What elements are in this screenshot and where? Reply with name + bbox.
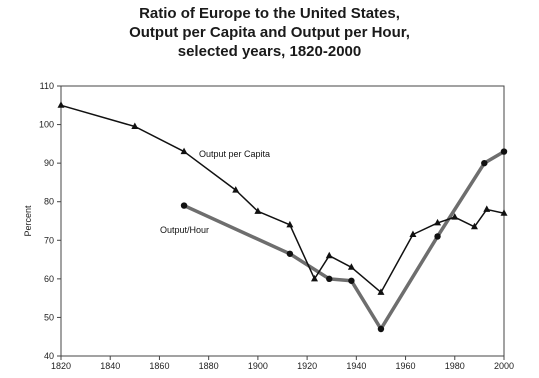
data-point-output-hour (180, 202, 188, 209)
x-tick-label: 1820 (51, 361, 71, 371)
x-tick-label: 1920 (297, 361, 317, 371)
chart-title-line-3: selected years, 1820-2000 (177, 43, 362, 60)
data-point-output-hour (326, 275, 333, 283)
chart-title-line-2: Output per Capita and Output per Hour, (129, 24, 410, 41)
data-point-output-per-capita (131, 122, 139, 129)
y-axis-label: Percent (23, 205, 33, 237)
y-tick-label: 60 (44, 274, 54, 284)
data-point-output-hour (286, 250, 294, 257)
data-point-output-per-capita (232, 186, 240, 193)
data-point-output-hour (348, 277, 355, 284)
y-tick-label: 70 (44, 235, 54, 245)
chart-title-line-1: Ratio of Europe to the United States, (139, 5, 400, 22)
series-line-output-per-capita (60, 104, 505, 294)
data-point-output-per-capita (470, 222, 478, 230)
series-line-output-hour (183, 150, 505, 331)
data-point-output-per-capita (500, 209, 508, 216)
chart-title: Ratio of Europe to the United States, Ou… (0, 4, 539, 61)
x-tick-label: 1960 (396, 361, 416, 371)
data-point-output-per-capita (180, 147, 188, 155)
x-tick-label: 2000 (494, 361, 514, 371)
x-tick-label: 1840 (100, 361, 120, 371)
data-point-output-per-capita (57, 101, 65, 108)
data-point-output-hour (434, 233, 441, 240)
series-layer (57, 101, 508, 333)
data-point-output-hour (500, 148, 508, 155)
data-point-output-per-capita (483, 205, 491, 212)
y-tick-label: 80 (44, 197, 54, 207)
y-tick-label: 50 (44, 312, 54, 322)
x-tick-label: 1980 (445, 361, 465, 371)
annotation-output-per-capita: Output per Capita (199, 149, 270, 159)
data-point-output-per-capita (451, 213, 459, 220)
data-point-output-per-capita (286, 220, 294, 228)
y-tick-label: 90 (44, 158, 54, 168)
data-point-output-hour (481, 159, 488, 167)
annotation-output-hour: Output/Hour (160, 225, 209, 235)
y-tick-label: 110 (40, 81, 54, 91)
x-tick-label: 1860 (149, 361, 169, 371)
data-point-output-per-capita (325, 251, 333, 259)
data-point-output-per-capita (347, 263, 355, 270)
x-tick-label: 1880 (199, 361, 219, 371)
data-point-output-per-capita (377, 288, 385, 295)
x-tick-label: 1900 (248, 361, 268, 371)
axes-layer: 1820 1840 1860 1880 1900 1920 1940 1960 1980 2000… (39, 81, 514, 371)
x-tick-label: 1940 (346, 361, 366, 371)
y-tick-label: 100 (39, 120, 54, 130)
data-point-output-hour (377, 325, 385, 333)
data-point-output-per-capita (310, 274, 318, 282)
data-point-output-per-capita (434, 218, 442, 226)
data-point-output-per-capita (254, 207, 262, 214)
y-tick-label: 40 (44, 351, 54, 361)
data-point-output-per-capita (409, 230, 417, 237)
